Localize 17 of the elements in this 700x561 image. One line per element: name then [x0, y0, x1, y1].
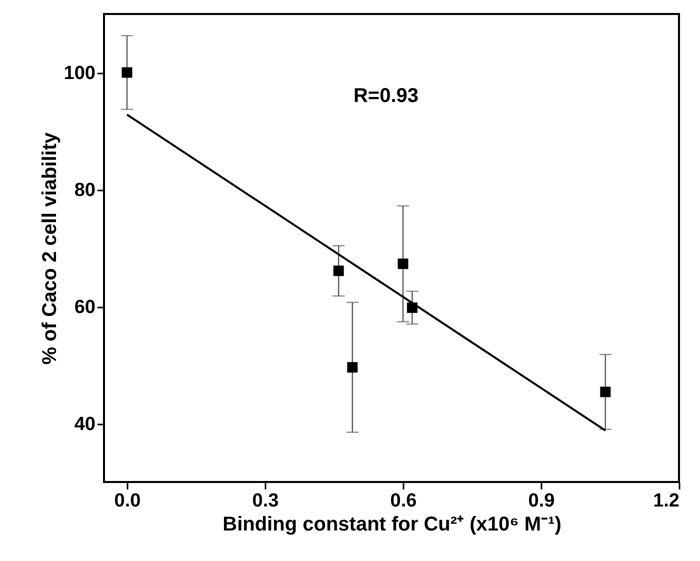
point — [122, 67, 132, 78]
annotation: R=0.93 — [353, 85, 419, 107]
y-axis-title: % of Caco 2 cell viability — [38, 131, 61, 365]
point — [333, 266, 344, 276]
y-tick-label: 80 — [74, 180, 96, 201]
x-axis-title: Binding constant for Cu²⁺ (x10⁶ M⁻¹) — [222, 514, 562, 536]
y-tick-label: 60 — [74, 297, 96, 318]
x-tick-label: 0.0 — [114, 490, 141, 512]
y-tick-label: 100 — [64, 63, 96, 84]
x-tick-label: 1.2 — [653, 490, 680, 512]
x-tick-label: 0.6 — [390, 490, 417, 512]
point — [347, 362, 358, 373]
x-tick-label: 0.9 — [528, 490, 555, 512]
point — [398, 258, 408, 270]
x-tick-label: 0.3 — [252, 490, 279, 512]
point — [600, 386, 611, 398]
y-tick-label: 40 — [74, 414, 96, 435]
